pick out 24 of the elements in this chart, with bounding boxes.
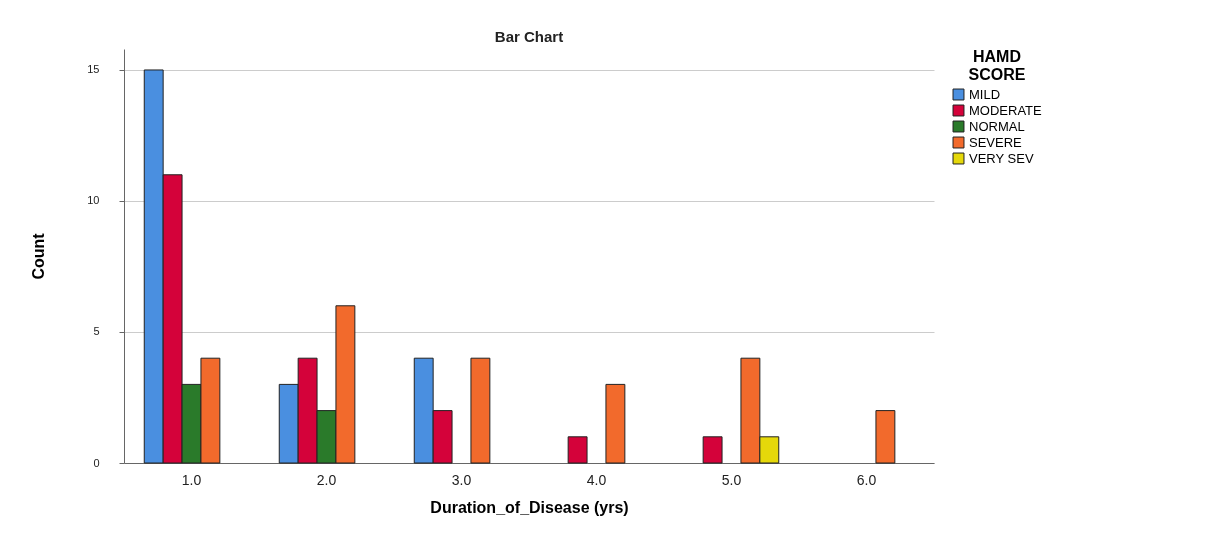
x-tick-label: 2.0 [316,471,337,488]
legend-label: MODERATE [969,102,1043,118]
y-axis-title: Count [30,232,48,280]
y-tick-label: 10 [87,194,100,207]
bar [567,436,588,464]
y-tick-label: 0 [93,456,100,469]
bar [470,357,491,464]
chart-title: Bar Chart [494,28,564,45]
legend-label: NORMAL [969,118,1025,134]
x-tick-label: 1.0 [181,471,202,488]
y-tick-label: 5 [93,325,100,338]
legend-title: HAMD SCORE [968,48,1026,83]
y-tick-label: 15 [87,63,100,76]
bar [875,410,896,464]
legend-label: SEVERE [969,134,1023,150]
legend-label: VERY SEV [969,150,1034,166]
x-tick-label: 5.0 [721,471,742,488]
x-tick-label: 4.0 [586,471,607,488]
legend-label: MILD [969,86,1001,102]
bar [702,436,723,464]
x-tick-label: 6.0 [856,471,877,488]
x-tick-label: 3.0 [451,471,472,488]
x-axis-title: Duration_of_Disease (yrs) [430,498,629,516]
bar [605,383,626,464]
